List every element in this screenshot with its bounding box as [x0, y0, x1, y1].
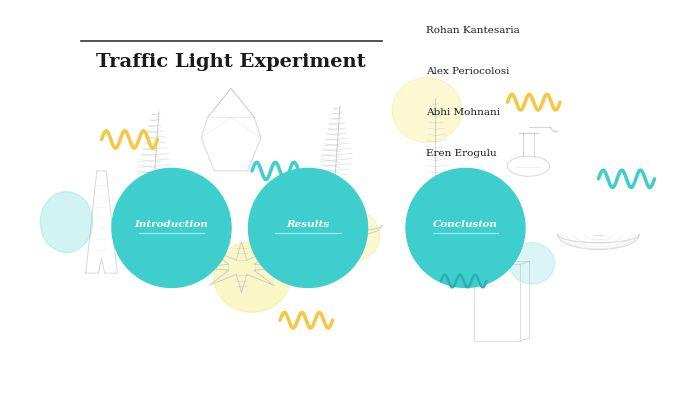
Text: Eren Erogulu: Eren Erogulu	[426, 149, 496, 158]
Ellipse shape	[248, 169, 368, 287]
Text: Rohan Kantesaria: Rohan Kantesaria	[426, 26, 519, 35]
Text: Results: Results	[286, 220, 330, 229]
Text: Conclusion: Conclusion	[433, 220, 498, 229]
Ellipse shape	[510, 242, 554, 284]
Ellipse shape	[112, 169, 231, 287]
Text: Alex Periocolosi: Alex Periocolosi	[426, 67, 509, 76]
Text: Traffic Light Experiment: Traffic Light Experiment	[96, 53, 366, 71]
Ellipse shape	[328, 210, 379, 261]
Text: Abhi Mohnani: Abhi Mohnani	[426, 108, 500, 117]
Ellipse shape	[392, 78, 462, 143]
Ellipse shape	[214, 242, 290, 312]
Text: Introduction: Introduction	[134, 220, 209, 229]
Ellipse shape	[406, 169, 525, 287]
Ellipse shape	[41, 191, 92, 252]
